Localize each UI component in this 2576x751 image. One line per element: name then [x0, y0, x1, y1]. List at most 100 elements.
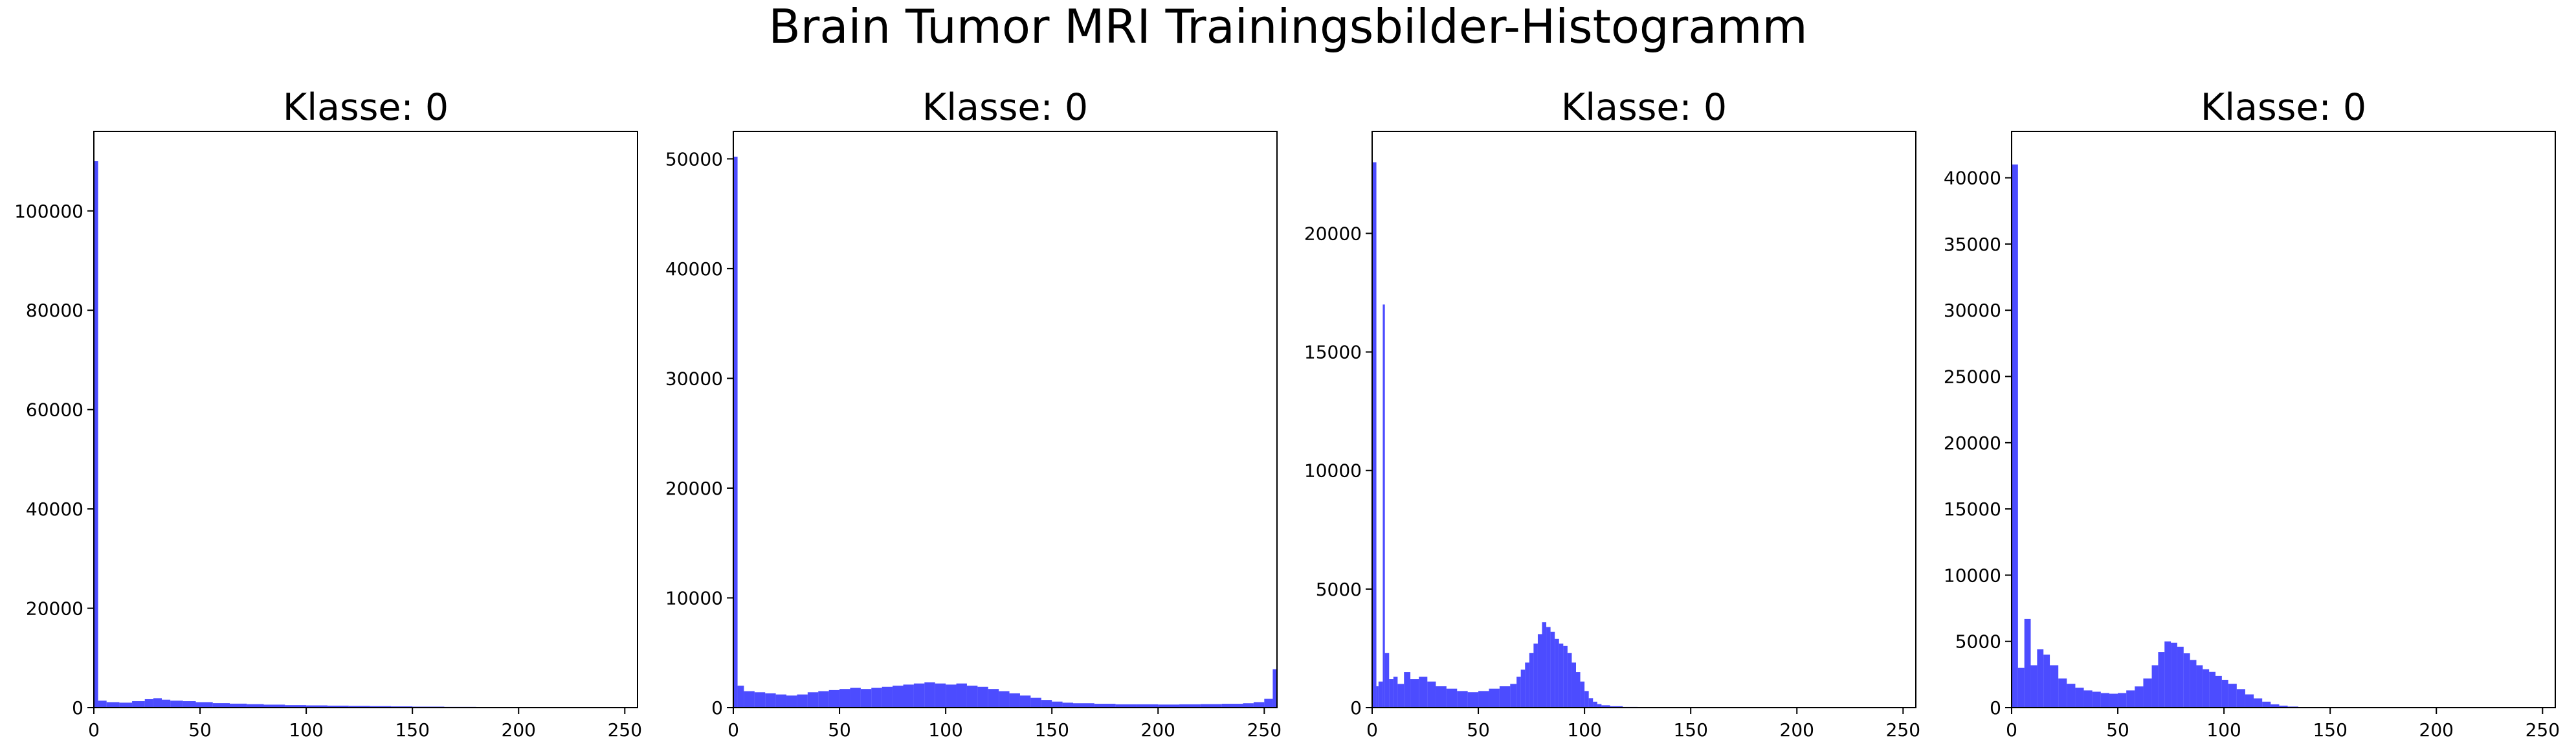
histogram-bar — [1378, 681, 1383, 708]
y-tick-label: 15000 — [1944, 499, 2001, 520]
x-tick-label: 200 — [2419, 719, 2454, 741]
histogram-bar — [913, 683, 925, 708]
histogram-bar — [2043, 655, 2050, 708]
histogram-bar — [2203, 669, 2210, 708]
histogram-bar — [977, 686, 988, 708]
histogram-bar — [946, 684, 957, 708]
histogram-bar — [2067, 684, 2076, 708]
histogram-bar — [1499, 686, 1511, 708]
histogram-bar — [1555, 638, 1559, 708]
histogram-bar — [285, 705, 307, 708]
x-tick-label: 0 — [88, 719, 100, 741]
histogram-bar — [1489, 688, 1500, 708]
histogram-bar — [2143, 678, 2152, 708]
axes-frame — [733, 131, 1278, 708]
histogram-bar — [1272, 669, 1277, 708]
histogram-bar — [2271, 704, 2280, 708]
x-tick-label: 100 — [1567, 719, 1601, 741]
histogram-bar — [1253, 702, 1265, 708]
histogram-bar — [737, 686, 744, 708]
x-tick-label: 200 — [1141, 719, 1175, 741]
histogram-bars — [733, 156, 1277, 708]
y-tick-label: 10000 — [665, 587, 723, 609]
histogram-bar — [2236, 689, 2245, 708]
histogram-bar — [818, 691, 829, 708]
histogram-bar — [765, 693, 776, 708]
axes-frame — [1371, 131, 1916, 708]
y-tick-label: 0 — [72, 697, 83, 719]
x-tick-label: 100 — [289, 719, 323, 741]
x-tick-label: 150 — [1673, 719, 1707, 741]
y-tick-label: 20000 — [26, 598, 83, 620]
histogram-bar — [94, 161, 98, 708]
y-tick-label: 50000 — [665, 148, 723, 170]
histogram-bar — [1529, 653, 1534, 708]
histogram-bar — [1221, 704, 1243, 708]
histogram-bar — [1041, 700, 1052, 708]
histogram-bar — [2151, 665, 2159, 708]
histogram-bar — [1457, 691, 1468, 708]
histogram-bar — [2177, 646, 2184, 708]
y-tick-label: 40000 — [1944, 168, 2001, 189]
y-tick-label: 100000 — [14, 201, 83, 222]
histogram-bars — [1372, 162, 1642, 708]
histogram-bar — [2037, 649, 2044, 708]
y-tick-label: 0 — [711, 697, 723, 719]
subplot-title: Klasse: 0 — [283, 86, 449, 129]
histogram-bar — [2083, 690, 2093, 708]
histogram-bar — [1478, 691, 1489, 708]
histogram-bar — [230, 703, 247, 708]
histogram-bar — [1559, 644, 1564, 708]
y-tick-label: 30000 — [665, 368, 723, 389]
histogram-bar — [2092, 691, 2101, 708]
histogram-bar — [2279, 705, 2288, 708]
y-tick-label: 25000 — [1944, 366, 2001, 388]
histogram-bar — [1436, 686, 1447, 708]
x-tick-label: 250 — [2526, 719, 2560, 741]
histogram-bar — [1382, 304, 1385, 708]
x-tick-label: 100 — [2206, 719, 2241, 741]
y-tick-label: 10000 — [1944, 565, 2001, 586]
y-tick-label: 5000 — [1955, 631, 2001, 653]
subplot-title: Klasse: 0 — [922, 86, 1088, 129]
histogram-bar — [2012, 164, 2018, 708]
histogram-bar — [1200, 704, 1222, 708]
histogram-bar — [1137, 704, 1159, 708]
y-tick-label: 80000 — [26, 300, 83, 321]
histogram-bar — [807, 692, 819, 708]
y-tick-label: 40000 — [665, 258, 723, 280]
histogram-bar — [903, 684, 914, 708]
y-tick-label: 0 — [1990, 697, 2001, 719]
histogram-bar — [1571, 662, 1576, 708]
histogram-bar — [306, 705, 328, 708]
axes-frame — [93, 131, 638, 708]
y-tick-label: 60000 — [26, 399, 83, 421]
histogram-bar — [1115, 704, 1137, 708]
histogram-bar — [797, 694, 808, 708]
y-tick-label: 10000 — [1304, 460, 1362, 482]
y-tick-label: 5000 — [1316, 579, 1362, 600]
histogram-bar — [1601, 705, 1610, 708]
histogram-bar — [1510, 684, 1517, 708]
histogram-bar — [1597, 704, 1602, 708]
axes-frame — [2011, 131, 2556, 708]
x-tick-label: 150 — [2313, 719, 2347, 741]
histogram-bar — [2171, 642, 2177, 708]
histogram-bar — [263, 704, 285, 708]
histogram-bar — [1243, 703, 1254, 708]
histogram-bar — [2158, 652, 2165, 708]
histogram-bar — [1389, 679, 1393, 708]
histogram-bar — [153, 698, 162, 708]
x-tick-label: 50 — [188, 719, 212, 741]
histogram-bar — [2050, 665, 2059, 708]
histogram-bar — [1158, 704, 1180, 708]
histogram-bar — [988, 689, 999, 708]
histogram-bar — [1073, 703, 1094, 708]
x-tick-label: 0 — [1366, 719, 1378, 741]
histogram-bar — [1019, 695, 1031, 708]
histogram-bar — [1533, 644, 1538, 708]
histogram-bar — [860, 689, 872, 708]
histogram-bar — [839, 689, 850, 708]
histogram-bar — [247, 704, 264, 708]
histogram-bar — [1580, 681, 1585, 708]
